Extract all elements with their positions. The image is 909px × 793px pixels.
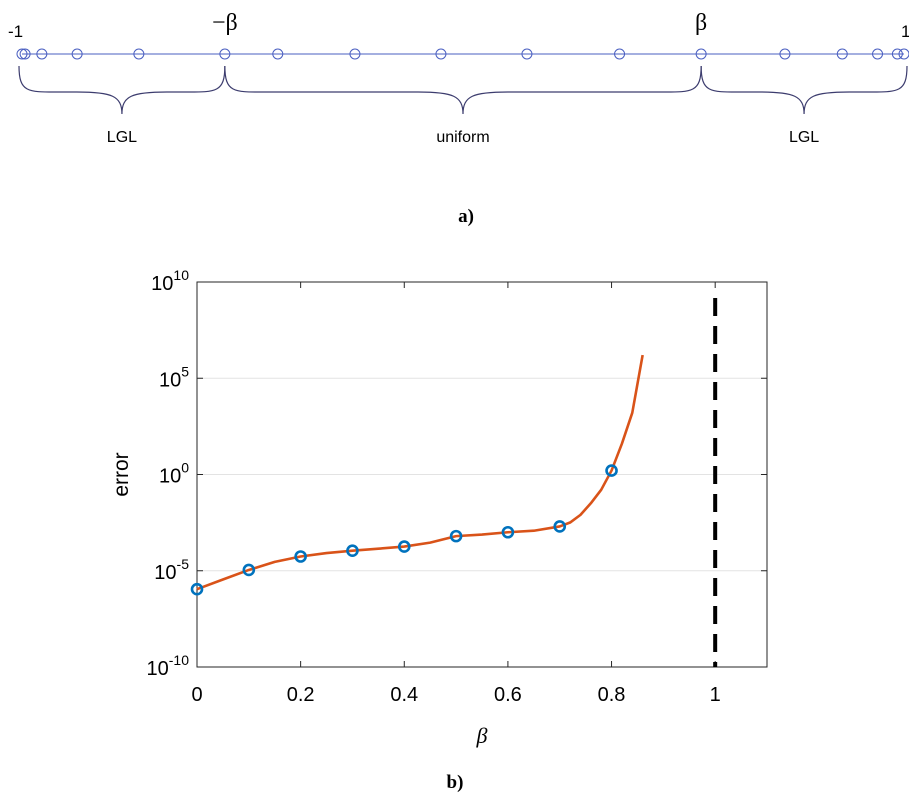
x-tick-label: 0.6: [494, 684, 522, 706]
y-tick-label: 100: [159, 460, 189, 488]
left-endpoint-label: -1: [8, 22, 23, 41]
node-marker: [872, 48, 884, 60]
node-marker: [435, 48, 447, 60]
node-markers: [16, 48, 909, 60]
segment-label-left-lgl: LGL: [107, 129, 137, 146]
x-axis-label: β: [476, 723, 488, 748]
y-axis-ticks: 10-10 10-5 100 105 1010: [147, 267, 767, 680]
data-point-marker: [553, 520, 567, 533]
series-layer: [190, 298, 718, 667]
segment-brace: [18, 65, 226, 115]
segment-brace: [700, 65, 908, 115]
panel-a-node-diagram: -1 1 −β β LGL uniform LGL a): [8, 10, 909, 227]
caption-b: b): [447, 772, 464, 793]
data-point-marker: [242, 563, 256, 577]
node-marker: [891, 48, 903, 60]
data-point-marker: [397, 540, 411, 553]
node-marker: [219, 48, 231, 60]
x-tick-label: 1: [710, 684, 721, 706]
x-tick-label: 0.4: [390, 684, 418, 706]
node-marker: [133, 48, 145, 60]
node-marker: [695, 48, 707, 60]
segment-label-uniform: uniform: [436, 129, 489, 146]
caption-a: a): [458, 206, 474, 227]
x-tick-label: 0.8: [598, 684, 626, 706]
segment-braces: [18, 65, 908, 115]
y-tick-label: 10-10: [147, 652, 190, 680]
node-marker: [614, 48, 626, 60]
y-tick-label: 10-5: [154, 556, 189, 584]
data-point-marker: [190, 582, 204, 596]
node-marker: [898, 48, 909, 60]
x-axis-ticks: 0 0.2 0.4 0.6 0.8 1: [191, 282, 721, 706]
data-point-marker: [449, 529, 463, 543]
node-marker: [272, 48, 284, 60]
data-point-marker: [501, 525, 515, 539]
node-marker: [349, 48, 361, 60]
node-marker: [71, 48, 83, 60]
x-tick-label: 0.2: [287, 684, 315, 706]
data-point-marker: [346, 544, 359, 558]
y-axis-label: error: [110, 452, 133, 496]
gridlines: [197, 377, 767, 572]
node-marker: [779, 48, 791, 60]
right-endpoint-label: 1: [901, 22, 909, 41]
data-point-marker: [294, 550, 307, 563]
node-marker: [36, 48, 48, 60]
beta-label: β: [695, 10, 707, 36]
data-point-marker: [605, 464, 618, 477]
x-tick-label: 0: [191, 684, 202, 706]
y-tick-label: 1010: [151, 267, 189, 295]
node-marker: [836, 48, 848, 60]
fit-curve: [196, 354, 644, 591]
node-marker: [16, 48, 28, 60]
segment-label-right-lgl: LGL: [789, 129, 819, 146]
node-marker: [521, 48, 533, 60]
y-tick-label: 105: [159, 363, 189, 391]
segment-brace: [224, 65, 702, 115]
panel-b-error-chart: 0 0.2 0.4 0.6 0.8 1 10-10 10-5 100 105 1010 β err…: [110, 267, 768, 793]
node-marker: [19, 48, 31, 60]
neg-beta-label: −β: [212, 10, 238, 36]
